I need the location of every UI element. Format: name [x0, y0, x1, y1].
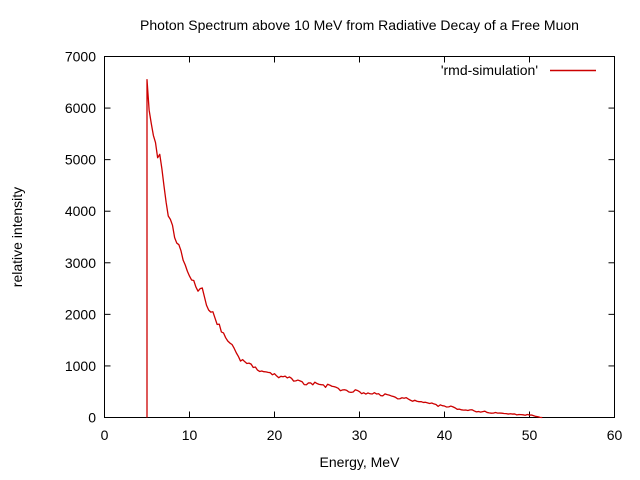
x-axis-label: Energy, MeV	[319, 454, 400, 470]
y-tick-label: 6000	[65, 100, 96, 116]
chart-title: Photon Spectrum above 10 MeV from Radiat…	[140, 17, 579, 33]
y-tick-label: 2000	[65, 306, 96, 322]
x-tick-label: 10	[182, 427, 198, 443]
y-tick-label: 3000	[65, 255, 96, 271]
x-tick-label: 20	[267, 427, 283, 443]
data-series	[146, 79, 543, 419]
x-tick-label: 40	[437, 427, 453, 443]
x-tick-label: 60	[607, 427, 623, 443]
plot-frame	[104, 56, 615, 418]
x-tick-label: 0	[101, 427, 109, 443]
y-tick-labels: 0 1000 2000 3000 4000 5000 6000 7000	[65, 49, 96, 426]
data-series-line	[146, 79, 543, 419]
y-axis-label: relative intensity	[9, 186, 25, 288]
axis-ticks	[104, 56, 615, 418]
x-tick-labels: 0 10 20 30 40 50 60	[101, 427, 623, 443]
x-tick-label: 30	[352, 427, 368, 443]
y-tick-label: 4000	[65, 203, 96, 219]
y-tick-label: 5000	[65, 152, 96, 168]
y-tick-label: 0	[88, 410, 96, 426]
x-tick-label: 50	[522, 427, 538, 443]
y-tick-label: 1000	[65, 358, 96, 374]
y-tick-label: 7000	[65, 49, 96, 65]
frame-border	[104, 56, 615, 418]
legend-entry-label: 'rmd-simulation'	[440, 62, 538, 78]
